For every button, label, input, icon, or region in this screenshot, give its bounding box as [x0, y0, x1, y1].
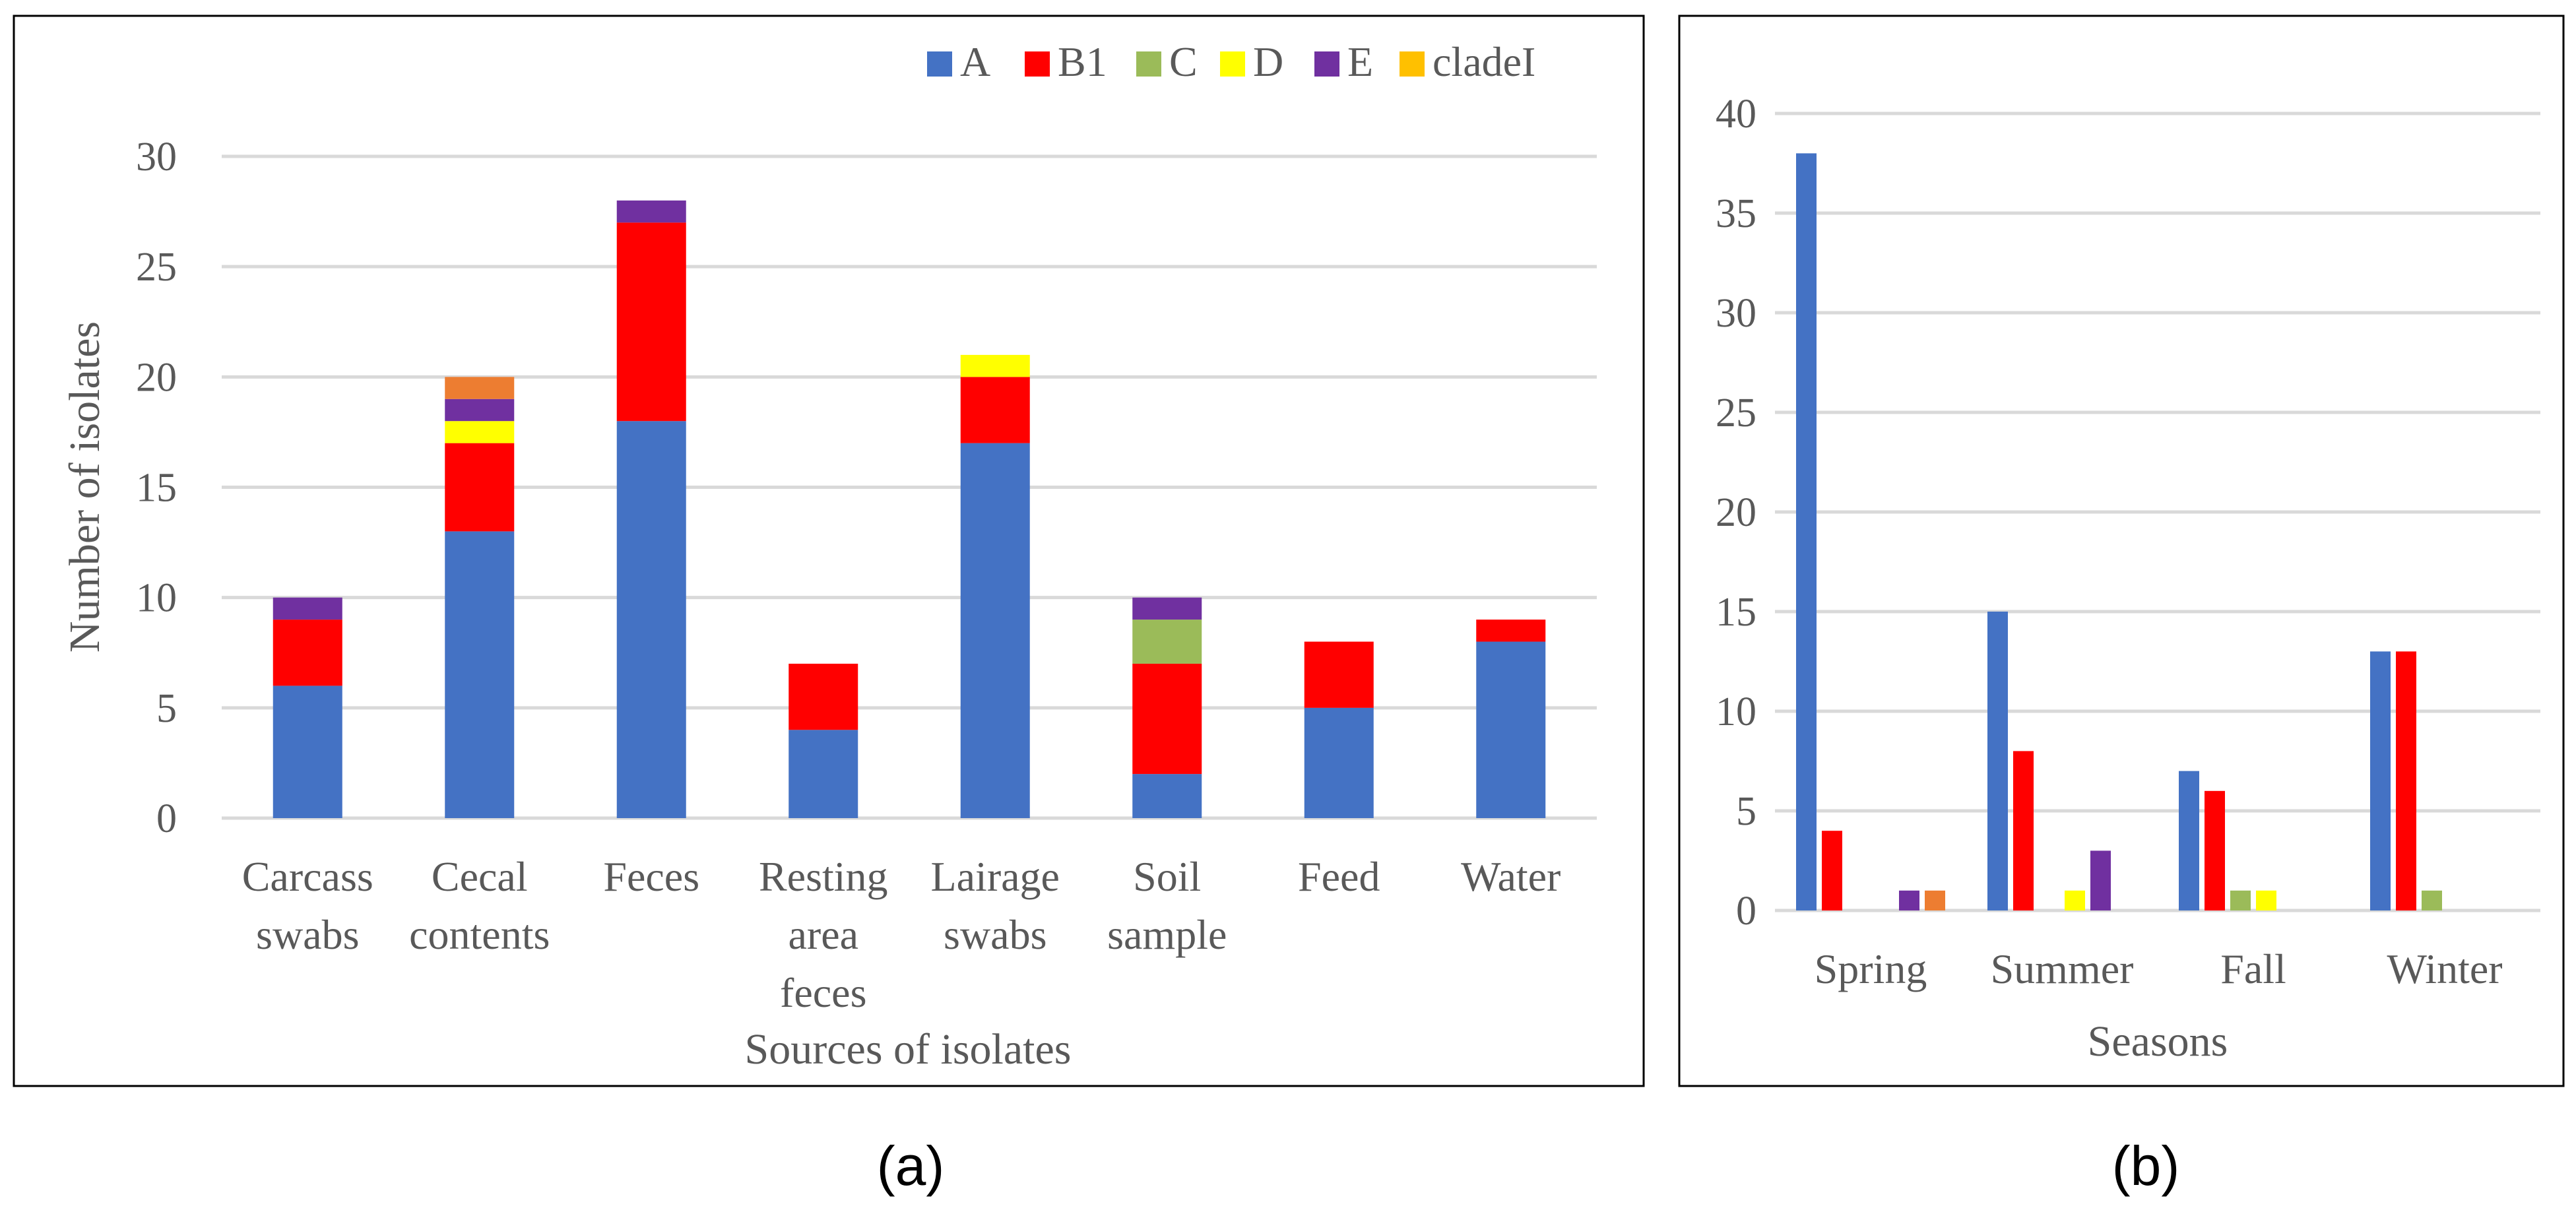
y-tick-label: 10	[1716, 689, 1756, 734]
x-category-label: Feed	[1298, 853, 1380, 900]
y-tick-label: 25	[1716, 391, 1756, 435]
bar-segment-B1	[789, 663, 858, 730]
bar-B1	[2013, 751, 2034, 910]
x-axis-title: Seasons	[2088, 1017, 2228, 1066]
y-tick-label: 20	[1716, 490, 1756, 535]
bar-C	[2422, 890, 2442, 910]
x-category-label: Lairage	[931, 853, 1060, 900]
legend-label: C	[1169, 38, 1198, 85]
chart-a: 0 5 10 15 20 25 30 Carcass swabs Cecal contents Fec…	[61, 38, 1597, 1073]
y-tick-label: 35	[1716, 191, 1756, 236]
bar-D	[2256, 890, 2276, 910]
x-category-label: contents	[409, 911, 550, 958]
y-tick-label: 5	[156, 686, 177, 731]
bar-A	[1796, 153, 1817, 910]
x-category-label: Feces	[603, 853, 699, 900]
legend-label: cladeI	[1433, 38, 1535, 85]
y-tick-label: 25	[136, 245, 177, 290]
legend-label: B1	[1058, 38, 1107, 85]
x-category-label: swabs	[256, 911, 359, 958]
bar-segment-A	[616, 421, 686, 818]
bar-cladeI	[1925, 890, 1945, 910]
y-tick-label: 15	[1716, 590, 1756, 635]
bar-segment-A	[789, 730, 858, 818]
x-category-label: Cecal	[432, 853, 528, 900]
bar-segment-A	[1304, 707, 1374, 818]
bar-segment-A	[445, 531, 515, 818]
x-category-label: Soil	[1133, 853, 1201, 900]
chart-b: 0 5 10 15 20 25 30 35 40 Spring Summer Fall Winter Se…	[1716, 92, 2540, 1066]
y-tick-label: 30	[1716, 291, 1756, 336]
bar-segment-B1	[1132, 663, 1202, 775]
y-tick-label: 0	[1736, 889, 1756, 934]
x-axis-title: Sources of isolates	[745, 1025, 1072, 1073]
legend-swatch-C	[1136, 51, 1161, 77]
x-category-label: area	[788, 911, 858, 958]
bar-segment-A	[273, 686, 342, 818]
bar-segment-B1	[273, 620, 342, 686]
x-category-label: Spring	[1815, 945, 1927, 992]
legend-label: D	[1253, 38, 1283, 85]
panel-a-label: (a)	[877, 1135, 945, 1197]
x-category-label: feces	[780, 969, 866, 1016]
bar-segment-E	[1132, 597, 1202, 620]
bar-segment-B1	[1476, 620, 1546, 642]
bar-A	[2370, 651, 2391, 910]
x-category-label: Resting	[759, 853, 888, 900]
bar-D	[2065, 890, 2085, 910]
bar-segment-A	[1132, 774, 1202, 818]
panel-b-label: (b)	[2112, 1135, 2180, 1197]
x-category-label: Water	[1461, 853, 1561, 900]
y-tick-label: 0	[156, 796, 177, 841]
panel-a-frame	[13, 15, 1645, 1087]
y-tick-label: 5	[1736, 789, 1756, 834]
bar-segment-B1	[1304, 641, 1374, 708]
bar-B1	[1822, 831, 1842, 910]
bar-segment-D	[960, 354, 1030, 377]
bar-B1	[2396, 651, 2416, 910]
x-category-label: Fall	[2220, 945, 2286, 992]
x-category-label: Carcass	[242, 853, 373, 900]
y-tick-label: 20	[136, 355, 177, 400]
y-axis-title: Number of isolates	[61, 321, 109, 653]
bar-B1	[2205, 790, 2225, 910]
legend-label: A	[960, 38, 990, 85]
bar-segment-E	[616, 200, 686, 223]
y-tick-label: 10	[136, 576, 177, 621]
bar-segment-D	[445, 421, 515, 443]
bar-segment-A	[1476, 641, 1546, 818]
x-category-label: Winter	[2387, 945, 2502, 992]
bar-A	[2179, 771, 2199, 910]
y-tick-label: 30	[136, 135, 177, 179]
bar-segment-C	[1132, 620, 1202, 664]
bar-segment-B1	[960, 377, 1030, 443]
legend-swatch-D	[1220, 51, 1245, 77]
bar-segment-B1	[445, 443, 515, 532]
legend-label: E	[1347, 38, 1373, 85]
bar-segment-B1	[616, 222, 686, 422]
bar-C	[2230, 890, 2251, 910]
bar-segment-E	[273, 597, 342, 620]
legend-swatch-A	[927, 51, 952, 77]
x-category-label: Summer	[1991, 945, 2134, 992]
bar-E	[1899, 890, 1919, 910]
legend-swatch-E	[1314, 51, 1339, 77]
y-tick-label: 15	[136, 466, 177, 511]
x-category-label: sample	[1107, 911, 1227, 958]
bar-E	[2090, 850, 2111, 910]
bar-segment-cladeI	[445, 377, 515, 399]
bar-segment-E	[445, 399, 515, 422]
legend-swatch-B1	[1025, 51, 1050, 77]
bar-segment-A	[960, 443, 1030, 818]
bar-A	[1987, 612, 2008, 910]
y-tick-label: 40	[1716, 92, 1756, 137]
legend-swatch-cladeI	[1400, 51, 1425, 77]
x-category-label: swabs	[944, 911, 1046, 958]
